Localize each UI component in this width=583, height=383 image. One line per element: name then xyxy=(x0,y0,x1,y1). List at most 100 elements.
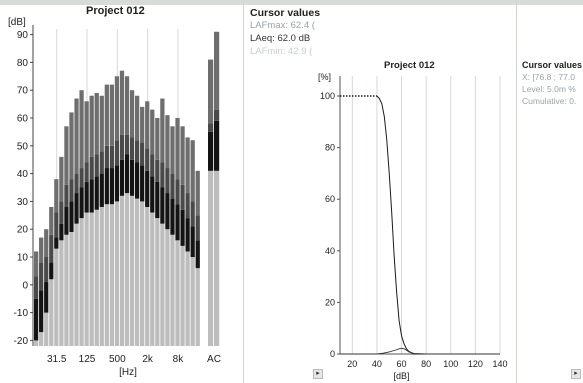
spectrum-bar-segment xyxy=(44,312,49,346)
right-cursor-x: X: [76.8 ; 77.0 xyxy=(522,72,575,82)
spectrum-bar-segment xyxy=(44,257,49,283)
spectrum-bar-segment xyxy=(155,181,160,219)
spectrum-bar-segment xyxy=(69,112,74,180)
spectrum-bar-segment xyxy=(74,193,79,224)
top-toolbar-strip xyxy=(0,0,583,5)
spectrum-bar-segment xyxy=(44,229,49,258)
spectrum-y-tick-label: 70 xyxy=(17,86,29,97)
spectrum-bar-segment xyxy=(49,206,54,235)
spectrum-x-tick-label: 125 xyxy=(79,354,96,365)
spectrum-bar-segment xyxy=(94,209,99,346)
spectrum-bar-segment xyxy=(104,145,109,169)
scroll-right-button-far[interactable]: ▸ xyxy=(571,369,581,379)
spectrum-x-tick-label: 8k xyxy=(173,354,185,365)
spectrum-bar-segment xyxy=(54,212,59,238)
spectrum-bar-segment xyxy=(175,117,180,180)
stats-x-tick-label: 140 xyxy=(492,359,507,369)
statistics-y-unit: [%] xyxy=(318,72,332,82)
spectrum-bar-segment xyxy=(104,168,109,205)
spectrum-bar-segment xyxy=(94,92,99,155)
spectrum-bar-segment xyxy=(64,184,69,207)
stats-x-tick-label: 60 xyxy=(397,359,407,369)
spectrum-chart[interactable]: 90 80 70 60 50 40 30 20 10 0 -10 -20 31.5 125 500 2k 8k A… xyxy=(0,0,230,383)
spectrum-bar-segment xyxy=(49,262,54,280)
spectrum-bar-segment xyxy=(84,212,89,346)
spectrum-bar-segment xyxy=(185,193,190,219)
spectrum-bar-segment xyxy=(135,95,140,141)
spectrum-y-tick-label: 10 xyxy=(17,253,29,264)
spectrum-bar-segment xyxy=(129,195,135,346)
spectrum-bar-segment xyxy=(74,173,79,194)
spectrum-bar-segment xyxy=(49,234,54,263)
spectrum-bar-segment xyxy=(214,120,220,171)
spectrum-bar-segment xyxy=(59,156,64,202)
spectrum-bar-segment xyxy=(99,95,104,152)
spectrum-bar-segment xyxy=(160,162,165,188)
spectrum-y-tick-label: 0 xyxy=(22,280,28,291)
spectrum-bar-segment xyxy=(124,76,130,135)
right-cursor-level: Level: 5.0m % xyxy=(522,84,576,94)
spectrum-bar-segment xyxy=(94,154,99,177)
spectrum-bar-segment xyxy=(109,145,114,169)
right-cursor-values-title: Cursor values xyxy=(522,60,583,70)
spectrum-bar-segment xyxy=(59,201,64,224)
spectrum-bar-segment xyxy=(109,84,114,146)
scroll-right-button[interactable]: ▸ xyxy=(313,369,323,379)
spectrum-bar-segment xyxy=(180,184,185,210)
spectrum-bar-segment xyxy=(64,234,69,346)
spectrum-bar-segment xyxy=(79,187,84,219)
spectrum-bar-segment xyxy=(54,179,59,213)
stats-y-tick-label: 0 xyxy=(330,349,335,359)
spectrum-bar-segment xyxy=(175,240,180,346)
spectrum-bar-segment xyxy=(119,70,125,135)
spectrum-bar-segment xyxy=(104,204,109,346)
spectrum-bar-segment xyxy=(69,231,74,346)
spectrum-bar-segment xyxy=(165,115,170,169)
spectrum-bar-segment xyxy=(180,126,185,185)
spectrum-y-tick-label: 90 xyxy=(17,30,29,41)
spectrum-bar-segment xyxy=(140,106,145,144)
panel-divider xyxy=(243,0,244,383)
spectrum-bar-segment xyxy=(119,195,125,346)
spectrum-bar-segment xyxy=(180,209,185,246)
spectrum-bar-segment xyxy=(124,193,130,346)
spectrum-bar-segment xyxy=(69,201,74,232)
spectrum-x-unit: [Hz] xyxy=(119,367,137,378)
spectrum-bar-segment xyxy=(150,109,155,155)
spectrum-bar-segment xyxy=(124,154,130,194)
spectrum-bar-segment xyxy=(44,282,49,313)
spectrum-bar-segment xyxy=(84,181,89,213)
spectrum-bar-segment xyxy=(54,248,59,346)
spectrum-bar-segment xyxy=(165,229,170,346)
spectrum-bar-segment xyxy=(99,151,104,174)
spectrum-bar-segment xyxy=(114,165,120,202)
spectrum-bar-segment xyxy=(34,276,39,299)
spectrum-bar-segment xyxy=(145,170,150,207)
spectrum-x-tick-label: 2k xyxy=(142,354,154,365)
spectrum-x-tick-label: 500 xyxy=(109,354,126,365)
right-cursor-cumulative: Cumulative: 0. xyxy=(522,96,577,106)
spectrum-bar-segment xyxy=(129,137,135,160)
cursor-values-title: Cursor values xyxy=(250,7,321,19)
spectrum-bar-segment xyxy=(208,59,214,124)
statistics-chart[interactable]: 100 80 60 40 20 0 20 40 60 80 100 120 140 [dB] xyxy=(310,0,510,383)
spectrum-bar-segment xyxy=(89,156,94,180)
spectrum-bar-segment xyxy=(208,131,214,171)
stats-y-tick-label: 40 xyxy=(325,246,335,256)
spectrum-bar-segment xyxy=(140,143,145,166)
stats-x-tick-label: 40 xyxy=(372,359,382,369)
spectrum-bar-segment xyxy=(195,215,200,241)
spectrum-bar-segment xyxy=(59,240,64,346)
spectrum-bar-segment xyxy=(34,298,39,341)
statistics-chart-title: Project 012 xyxy=(384,60,435,71)
spectrum-bar-segment xyxy=(170,234,175,346)
spectrum-bar-segment xyxy=(119,159,125,196)
spectrum-bar-segment xyxy=(109,168,114,205)
spectrum-bar-segment xyxy=(185,251,190,346)
stats-distribution-curve xyxy=(340,347,500,355)
spectrum-bar-segment xyxy=(165,193,170,230)
spectrum-bar-segment xyxy=(155,218,160,346)
spectrum-bar-segment xyxy=(64,206,69,235)
spectrum-bar-segment xyxy=(34,251,39,277)
spectrum-bar-segment xyxy=(39,290,44,333)
